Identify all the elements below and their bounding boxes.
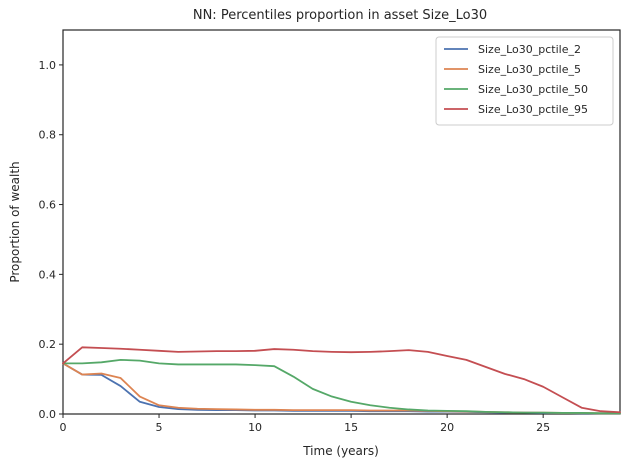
y-tick-label: 0.4 <box>39 268 57 281</box>
legend-box <box>435 36 614 126</box>
y-tick-label: 0.0 <box>39 408 57 421</box>
series-line-size-lo30-pctile-95 <box>62 346 621 414</box>
y-axis-label: Proportion of wealth <box>8 161 22 282</box>
x-tick-label: 0 <box>60 421 67 434</box>
legend: Size_Lo30_pctile_2 Size_Lo30_pctile_5 Size… <box>435 36 614 126</box>
y-tick-label: 1.0 <box>39 59 57 72</box>
x-tick-label: 25 <box>536 421 550 434</box>
series-line-size-lo30-pctile-50 <box>62 358 621 415</box>
y-tick-label: 0.8 <box>39 129 57 142</box>
x-tick-label: 5 <box>156 421 163 434</box>
chart-title: NN: Percentiles proportion in asset Size… <box>193 8 487 23</box>
legend-entry-label: Size_Lo30_pctile_5 <box>478 63 581 76</box>
x-axis: 0 5 10 15 20 25 <box>60 414 550 434</box>
legend-entry-label: Size_Lo30_pctile_50 <box>478 83 588 96</box>
y-tick-label: 0.2 <box>39 338 57 351</box>
x-tick-label: 20 <box>440 421 454 434</box>
y-axis: 0.0 0.2 0.4 0.6 0.8 1.0 <box>39 59 63 421</box>
legend-entry-label: Size_Lo30_pctile_2 <box>478 43 581 56</box>
legend-entry-label: Size_Lo30_pctile_95 <box>478 103 588 116</box>
y-tick-label: 0.6 <box>39 199 57 212</box>
series-lines <box>62 346 621 415</box>
x-tick-label: 10 <box>248 421 262 434</box>
x-tick-label: 15 <box>344 421 358 434</box>
x-axis-label: Time (years) <box>302 444 379 458</box>
